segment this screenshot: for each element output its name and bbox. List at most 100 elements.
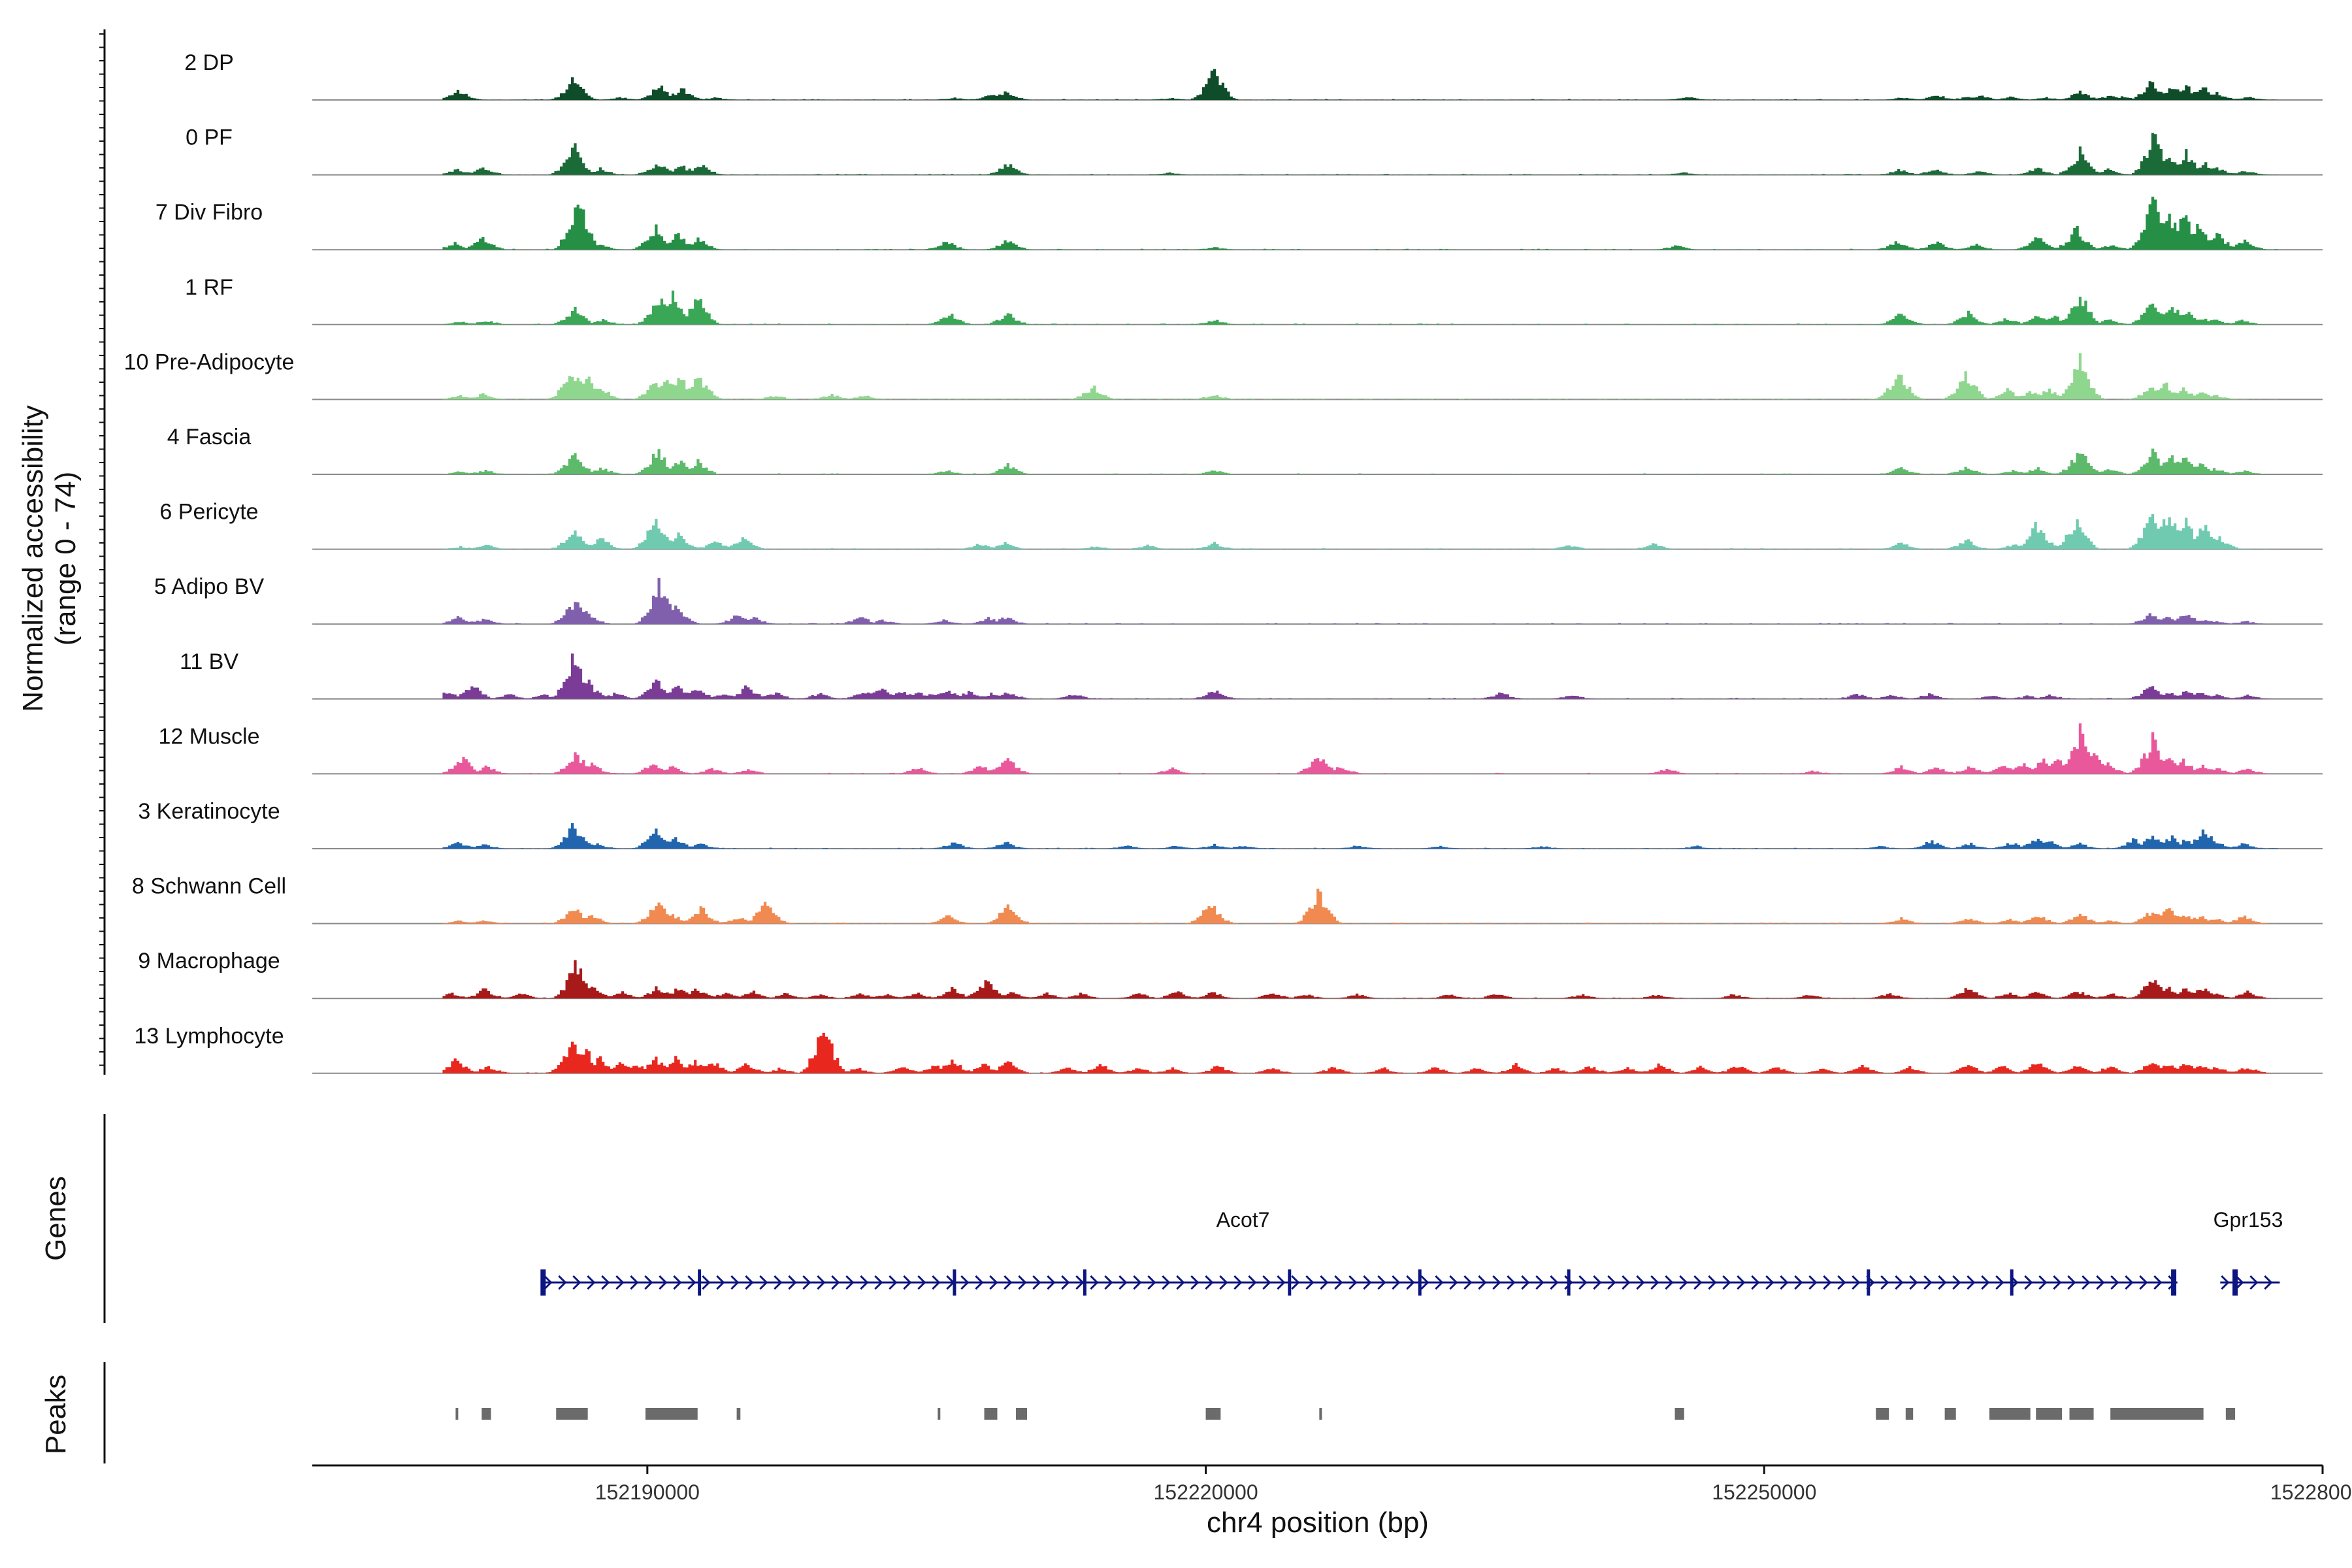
strand-arrow (659, 1275, 668, 1290)
track-label: 1 RF (185, 275, 233, 300)
exon (540, 1269, 546, 1296)
x-tick-label: 152280000 (2270, 1480, 2352, 1504)
strand-arrow (1578, 1275, 1588, 1290)
track-label: 8 Schwann Cell (132, 874, 286, 899)
strand-arrow (1449, 1275, 1458, 1290)
strand-arrow (2038, 1275, 2048, 1290)
strand-arrow (544, 1275, 553, 1290)
peak-region (736, 1408, 741, 1420)
strand-arrow (1277, 1275, 1286, 1290)
track-label: 4 Fascia (167, 425, 252, 449)
x-tick-label: 152250000 (1712, 1480, 1816, 1504)
strand-arrow (1923, 1275, 1933, 1290)
strand-arrow (759, 1275, 768, 1290)
strand-arrow (1521, 1275, 1530, 1290)
peak-region (984, 1408, 998, 1420)
peak-region (2110, 1408, 2204, 1420)
strand-arrow (1550, 1275, 1559, 1290)
coverage-area (442, 290, 2279, 325)
exon (1567, 1269, 1571, 1296)
strand-arrow (774, 1275, 783, 1290)
strand-arrow (1737, 1275, 1746, 1290)
strand-arrow (1032, 1275, 1041, 1290)
gene-name: Acot7 (1217, 1208, 1270, 1232)
strand-arrow (1435, 1275, 1444, 1290)
strand-arrow (1751, 1275, 1760, 1290)
exon (2232, 1269, 2238, 1296)
strand-arrow (1564, 1275, 1573, 1290)
track-label: 12 Muscle (159, 724, 260, 749)
strand-arrow (1133, 1275, 1142, 1290)
strand-arrow (932, 1275, 941, 1290)
strand-arrow (1952, 1275, 1961, 1290)
strand-arrow (2235, 1275, 2244, 1290)
coverage-area (442, 69, 2279, 100)
peak-region (645, 1408, 698, 1420)
coverage-area (442, 823, 2279, 849)
strand-arrow (1018, 1275, 1027, 1290)
exon (1418, 1269, 1422, 1296)
track-label: 11 BV (180, 649, 238, 674)
exon (953, 1269, 956, 1296)
strand-arrow (1219, 1275, 1228, 1290)
peak-region (1944, 1408, 1956, 1420)
strand-arrow (615, 1275, 625, 1290)
exon (1867, 1269, 1870, 1296)
coverage-area (442, 578, 2279, 625)
gene-annotations: Acot7 Gpr153 (540, 1208, 2283, 1296)
exon (1083, 1269, 1086, 1296)
peak-region (455, 1408, 459, 1420)
exon (698, 1269, 702, 1296)
strand-arrow (1004, 1275, 1013, 1290)
strand-arrow (1190, 1275, 1200, 1290)
peak-region (1905, 1408, 1914, 1420)
strand-arrow (2024, 1275, 2033, 1290)
x-tick-label: 152220000 (1153, 1480, 1258, 1504)
strand-arrow (587, 1275, 596, 1290)
strand-arrow (2110, 1275, 2119, 1290)
strand-arrow (2125, 1275, 2134, 1290)
strand-arrow (1967, 1275, 1976, 1290)
track-label: 5 Adipo BV (154, 574, 265, 599)
strand-arrow (1938, 1275, 1947, 1290)
strand-arrow (1593, 1275, 1602, 1290)
tracks-y-ticks (99, 33, 105, 1066)
coverage-area (442, 197, 2279, 250)
strand-arrow (1348, 1275, 1358, 1290)
strand-arrow (1233, 1275, 1243, 1290)
strand-arrow (788, 1275, 797, 1290)
strand-arrow (1075, 1275, 1085, 1290)
strand-arrow (960, 1275, 970, 1290)
coverage-area (442, 514, 2279, 549)
coverage-area (442, 1032, 2279, 1073)
peak-region (1876, 1408, 1889, 1420)
y-axis-title-range: (range 0 - 74) (50, 472, 82, 646)
peak-region (2225, 1408, 2236, 1420)
peak-region (1015, 1408, 1028, 1420)
strand-arrow (2221, 1275, 2230, 1290)
track-label: 3 Keratinocyte (138, 799, 280, 824)
peak-region (2036, 1408, 2063, 1420)
peak-region (556, 1408, 588, 1420)
strand-arrow (889, 1275, 898, 1290)
strand-arrow (2139, 1275, 2148, 1290)
strand-arrow (2264, 1275, 2273, 1290)
strand-arrow (630, 1275, 639, 1290)
x-tick-label: 152190000 (595, 1480, 700, 1504)
strand-arrow (1981, 1275, 1990, 1290)
strand-arrow (1162, 1275, 1171, 1290)
peak-region (1319, 1408, 1322, 1420)
strand-arrow (558, 1275, 567, 1290)
strand-arrow (1119, 1275, 1128, 1290)
coverage-area (442, 960, 2279, 999)
strand-arrow (817, 1275, 826, 1290)
strand-arrow (1420, 1275, 1429, 1290)
strand-arrow (831, 1275, 840, 1290)
strand-arrow (702, 1275, 711, 1290)
strand-arrow (1478, 1275, 1487, 1290)
coverage-tracks: 2 DP 0 PF 7 Div Fibro 1 RF 10 Pre-Adipocyte 4… (124, 50, 2323, 1074)
track-label: 9 Macrophage (138, 949, 280, 973)
strand-arrow (1104, 1275, 1113, 1290)
track-label: 2 DP (184, 50, 234, 75)
strand-arrow (1463, 1275, 1473, 1290)
